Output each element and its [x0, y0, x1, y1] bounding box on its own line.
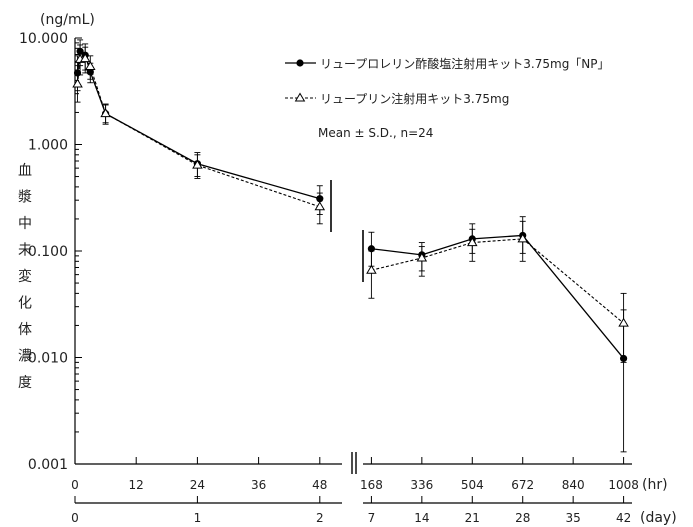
x-day-tick-label: 14 [414, 511, 429, 525]
series-reference [72, 44, 629, 363]
data-point [416, 252, 428, 262]
y-tick-label: 0.001 [28, 457, 68, 473]
data-point [366, 264, 377, 274]
x-day-axis: 0 1 2 7 14 21 28 35 42 (day) [71, 496, 677, 526]
series-line [371, 238, 624, 324]
y-tick-label: 10.000 [19, 31, 68, 47]
x-hour-tick-label: 840 [562, 478, 585, 492]
x-day-tick-label: 42 [616, 511, 631, 525]
data-point [72, 78, 83, 88]
legend-label-np: リュープロレリン酢酸塩注射用キット3.75mg「NP」 [320, 56, 610, 71]
y-axis-title-char: 血 [18, 163, 32, 179]
y-axis-title-char: 中 [18, 216, 32, 232]
x-hour-tick-label: 672 [511, 478, 534, 492]
y-axis-title-char: 未 [18, 243, 32, 259]
axes [74, 37, 364, 474]
x-hour-tick-label: 48 [312, 478, 327, 492]
x-hour-tick-label: 336 [410, 478, 433, 492]
x-hour-tick-label: 504 [461, 478, 484, 492]
y-axis-title-char: 体 [18, 322, 32, 338]
series-line [77, 58, 320, 208]
x-day-tick-label: 1 [194, 511, 202, 525]
data-point [314, 201, 326, 211]
y-unit-label: (ng/mL) [40, 12, 95, 28]
x-day-unit: (day) [640, 510, 677, 526]
data-point [100, 108, 111, 118]
data-point [618, 317, 629, 327]
x-day-tick-label: 28 [515, 511, 530, 525]
y-tick-label: 0.010 [28, 351, 68, 367]
data-point [192, 159, 203, 169]
x-day-tick-label: 21 [465, 511, 480, 525]
data-point [79, 53, 91, 63]
data-point [517, 233, 528, 243]
y-tick-label: 0.100 [28, 244, 68, 260]
legend-marker-ref [294, 92, 306, 102]
x-hour-tick-label: 24 [190, 478, 205, 492]
y-axis-title-char: 化 [18, 296, 32, 312]
y-axis-title-char: 漿 [18, 190, 32, 206]
y-tick-labels: 10.000 1.000 0.100 0.010 0.001 [19, 31, 68, 473]
stats-note: Mean ± S.D., n=24 [318, 126, 433, 140]
x-hour-axis: 0 12 24 36 48 168 336 504 672 840 1008 (hr) [71, 457, 668, 493]
y-axis-title: 血漿中未変化体濃度 [18, 163, 32, 391]
x-hour-tick-label: 36 [251, 478, 266, 492]
legend-label-ref: リュープリン注射用キット3.75mg [320, 91, 509, 106]
x-hour-tick-label: 1008 [608, 478, 639, 492]
data-point [367, 245, 376, 253]
legend-marker-np [296, 59, 304, 67]
x-day-tick-label: 7 [368, 511, 376, 525]
x-day-tick-label: 0 [71, 511, 79, 525]
y-axis-title-char: 度 [18, 375, 32, 391]
x-hour-tick-label: 12 [129, 478, 144, 492]
data-point [467, 237, 478, 247]
x-hour-tick-label: 0 [71, 478, 79, 492]
y-axis-title-char: 変 [18, 268, 32, 285]
data-point [85, 61, 96, 71]
plot-area [72, 39, 629, 453]
x-day-tick-label: 35 [566, 511, 581, 525]
y-axis-title-char: 濃 [18, 349, 32, 365]
series-line [371, 234, 625, 359]
y-tick-label: 1.000 [28, 138, 68, 154]
x-hour-tick-label: 168 [360, 478, 383, 492]
x-hour-unit: (hr) [642, 477, 668, 493]
legend: リュープロレリン酢酸塩注射用キット3.75mg「NP」 リュープリン注射用キット… [285, 56, 610, 140]
x-day-tick-label: 2 [316, 511, 324, 525]
